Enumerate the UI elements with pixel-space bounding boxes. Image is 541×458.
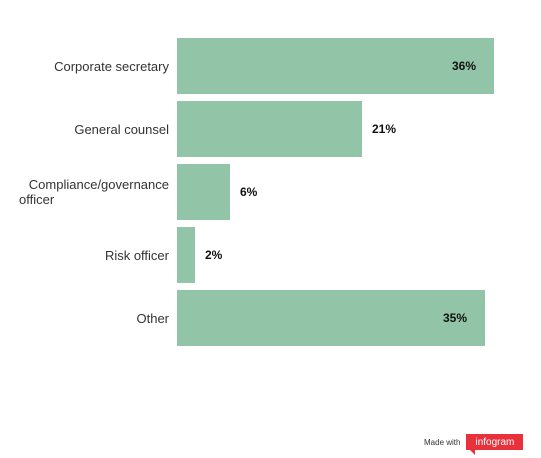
infogram-credit[interactable]: Made with infogram (424, 433, 524, 455)
category-label: Corporate secretary (54, 58, 169, 74)
value-label: 6% (240, 185, 258, 199)
value-label: 21% (372, 122, 397, 136)
category-label: Risk officer (104, 247, 169, 263)
infogram-logo[interactable]: infogram (466, 434, 524, 455)
made-with-label: Made with (424, 437, 461, 447)
bar (177, 164, 230, 220)
bar (177, 227, 195, 283)
value-label: 2% (205, 248, 223, 262)
value-label: 35% (443, 311, 468, 325)
bar (177, 290, 485, 346)
category-label: Compliance/governance officer (19, 177, 169, 207)
value-label: 36% (452, 59, 477, 73)
bar (177, 101, 362, 157)
category-label: General counsel (74, 121, 169, 137)
category-label: Other (136, 310, 169, 326)
bar (177, 38, 494, 94)
